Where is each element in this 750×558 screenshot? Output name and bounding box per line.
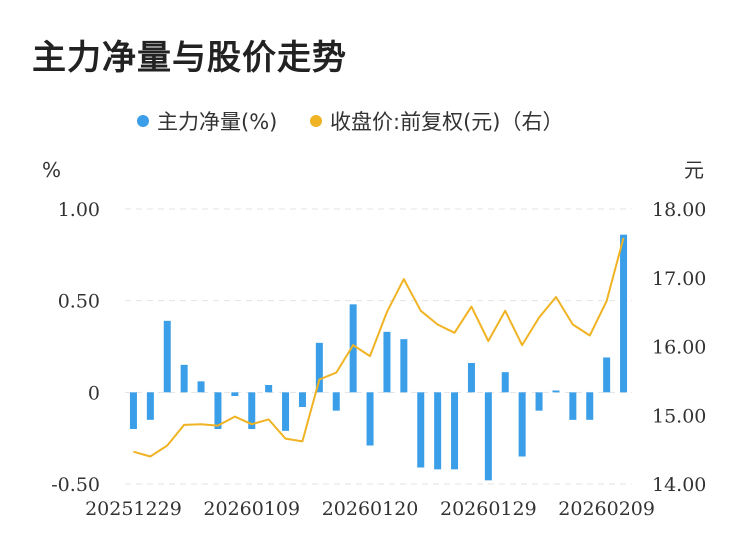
price-point[interactable] xyxy=(553,295,558,300)
right-tick-label: 15.00 xyxy=(652,405,706,427)
bar[interactable] xyxy=(214,392,222,429)
bar[interactable] xyxy=(434,392,442,470)
bar[interactable] xyxy=(552,390,560,393)
bar[interactable] xyxy=(467,363,475,393)
left-tick-label: 0 xyxy=(88,382,100,404)
price-point[interactable] xyxy=(486,339,491,344)
price-point[interactable] xyxy=(435,322,440,327)
price-point[interactable] xyxy=(621,235,626,240)
bar[interactable] xyxy=(620,234,628,393)
x-tick-label: 20251229 xyxy=(85,498,182,520)
price-point[interactable] xyxy=(283,436,288,441)
chart-title: 主力净量与股价走势 xyxy=(32,38,347,78)
price-point[interactable] xyxy=(182,422,187,427)
bar[interactable] xyxy=(129,392,137,429)
x-tick-label: 20260129 xyxy=(440,498,537,520)
bar[interactable] xyxy=(265,385,273,393)
left-axis-unit: % xyxy=(42,158,61,182)
bar[interactable] xyxy=(417,392,425,468)
price-point[interactable] xyxy=(418,308,423,313)
bar[interactable] xyxy=(603,357,611,393)
right-tick-label: 16.00 xyxy=(652,337,706,359)
left-tick-label: 0.50 xyxy=(58,291,100,313)
bar[interactable] xyxy=(197,381,205,393)
legend-label-close-price: 收盘价:前复权(元)（右） xyxy=(330,110,564,134)
bar[interactable] xyxy=(146,392,154,420)
x-tick-label: 20260209 xyxy=(558,498,655,520)
legend-dot-blue-icon xyxy=(137,115,149,127)
bar[interactable] xyxy=(383,331,391,393)
right-axis-unit: 元 xyxy=(684,158,704,182)
price-point[interactable] xyxy=(300,439,305,444)
bar[interactable] xyxy=(400,339,408,393)
legend-item-net-flow[interactable]: 主力净量(%) xyxy=(137,106,277,136)
price-point[interactable] xyxy=(537,315,542,320)
price-point[interactable] xyxy=(249,422,254,427)
price-point[interactable] xyxy=(199,422,204,427)
x-tick-label: 20260120 xyxy=(322,498,419,520)
price-point[interactable] xyxy=(215,423,220,428)
bar[interactable] xyxy=(501,372,509,393)
bar[interactable] xyxy=(518,392,526,457)
right-tick-label: 14.00 xyxy=(652,474,706,496)
legend-dot-orange-icon xyxy=(310,115,322,127)
price-point[interactable] xyxy=(452,330,457,335)
price-point[interactable] xyxy=(165,443,170,448)
left-axis: % -0.50 0 0.50 1.00 xyxy=(42,158,100,496)
bar[interactable] xyxy=(315,342,323,393)
bar[interactable] xyxy=(586,392,594,420)
price-point[interactable] xyxy=(131,449,136,454)
bar[interactable] xyxy=(163,320,171,393)
bar[interactable] xyxy=(248,392,256,429)
line-series xyxy=(131,235,626,459)
right-tick-label: 18.00 xyxy=(652,199,706,221)
bar[interactable] xyxy=(298,392,306,407)
price-point[interactable] xyxy=(384,310,389,315)
bar[interactable] xyxy=(569,392,577,420)
right-axis: 元 14.00 15.00 16.00 17.00 18.00 xyxy=(652,158,706,496)
price-point[interactable] xyxy=(317,377,322,382)
bar[interactable] xyxy=(282,392,290,431)
right-tick-label: 17.00 xyxy=(652,268,706,290)
bar[interactable] xyxy=(332,392,340,411)
bar[interactable] xyxy=(180,364,188,393)
grid-lines xyxy=(125,208,632,485)
bar[interactable] xyxy=(231,392,239,396)
legend-item-close-price[interactable]: 收盘价:前复权(元)（右） xyxy=(310,106,563,136)
price-point[interactable] xyxy=(570,322,575,327)
price-point[interactable] xyxy=(604,299,609,304)
bar[interactable] xyxy=(366,392,374,446)
legend: 主力净量(%) 收盘价:前复权(元)（右） xyxy=(0,106,750,146)
legend-label-net-flow: 主力净量(%) xyxy=(157,110,278,134)
price-line[interactable] xyxy=(133,237,625,458)
price-point[interactable] xyxy=(266,417,271,422)
price-point[interactable] xyxy=(334,370,339,375)
bar[interactable] xyxy=(484,392,492,481)
price-point[interactable] xyxy=(469,304,474,309)
left-tick-label: -0.50 xyxy=(51,474,100,496)
price-point[interactable] xyxy=(351,343,356,348)
price-point[interactable] xyxy=(368,354,373,359)
price-point[interactable] xyxy=(401,277,406,282)
bar[interactable] xyxy=(451,392,459,470)
price-point[interactable] xyxy=(520,343,525,348)
price-point[interactable] xyxy=(148,454,153,459)
x-tick-label: 20260109 xyxy=(203,498,300,520)
left-tick-label: 1.00 xyxy=(58,199,100,221)
price-point[interactable] xyxy=(587,333,592,338)
bar[interactable] xyxy=(535,392,543,411)
price-point[interactable] xyxy=(232,414,237,419)
bar[interactable] xyxy=(349,304,357,393)
price-point[interactable] xyxy=(503,308,508,313)
x-axis: 20251229 20260109 20260120 20260129 20260209 xyxy=(85,498,655,520)
bar-series xyxy=(129,234,628,481)
